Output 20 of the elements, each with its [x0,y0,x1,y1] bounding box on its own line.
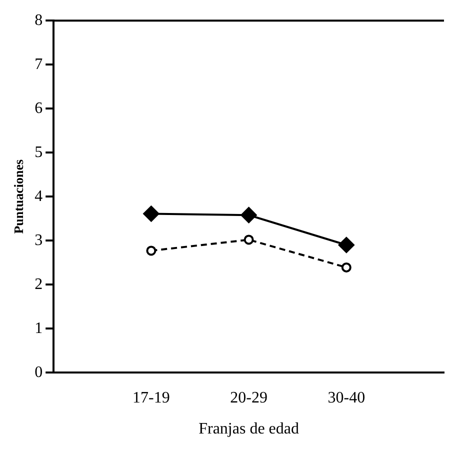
y-axis-title: Puntuaciones [11,159,26,234]
point [240,207,257,224]
y-tick-label: 8 [34,12,43,29]
x-axis-title: Franjas de edad [198,420,300,438]
y-tick-label: 1 [34,320,43,337]
y-tick-label: 5 [34,144,43,161]
x-tick-label: 20-29 [230,389,268,406]
y-tick-label: 0 [34,364,43,381]
point [146,246,156,256]
y-tick-label: 6 [34,100,43,117]
point [341,262,352,272]
y-tick-label: 2 [34,276,43,293]
point [244,234,254,245]
x-tick-label: 17-19 [132,389,170,406]
point [143,206,160,222]
x-tick-label: 30-40 [328,389,366,406]
y-tick-label: 3 [34,232,43,249]
point [338,237,354,253]
y-tick-label: 7 [34,56,43,73]
y-tick-label: 4 [34,188,43,205]
